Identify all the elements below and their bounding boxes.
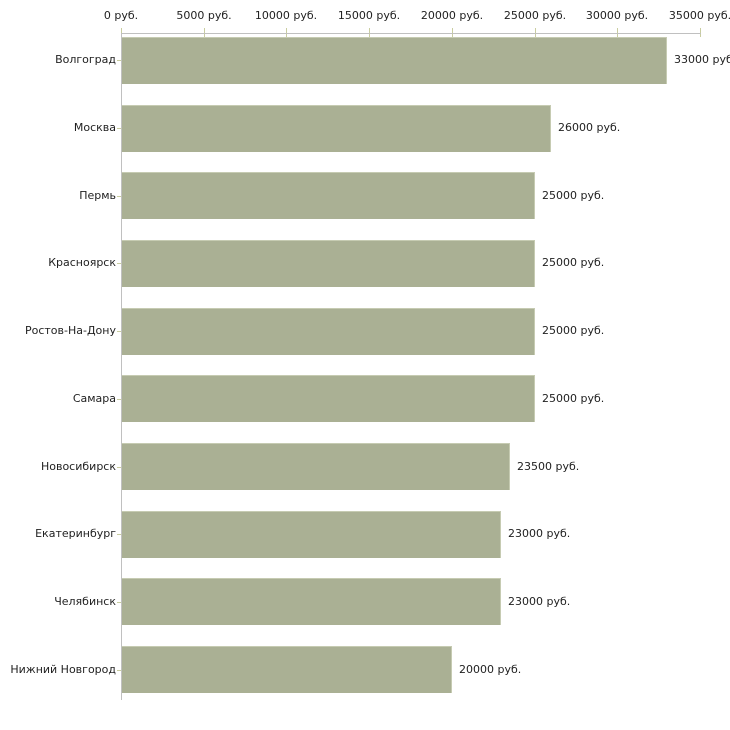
bar-value-label: 25000 руб. [542, 392, 605, 405]
x-axis-tick-mark [535, 28, 536, 37]
bar-value-label: 20000 руб. [459, 663, 522, 676]
category-label: Екатеринбург [35, 527, 116, 540]
category-tick-mark [117, 196, 121, 197]
bar [122, 240, 535, 287]
category-label: Новосибирск [40, 460, 116, 473]
category-tick-mark [117, 534, 121, 535]
category-tick-mark [117, 263, 121, 264]
category-tick-mark [117, 467, 121, 468]
bar-value-label: 23000 руб. [508, 527, 571, 540]
category-tick-mark [117, 602, 121, 603]
bar-value-label: 25000 руб. [542, 189, 605, 202]
category-label: Пермь [79, 189, 116, 202]
category-tick-mark [117, 670, 121, 671]
category-label: Москва [73, 121, 116, 134]
category-label: Челябинск [54, 595, 116, 608]
x-axis-tick-mark [286, 28, 287, 37]
x-axis-tick-label: 15000 руб. [337, 9, 401, 22]
x-axis-tick-label: 0 руб. [103, 9, 139, 22]
x-axis-tick-label: 20000 руб. [420, 9, 484, 22]
category-tick-mark [117, 128, 121, 129]
x-axis-tick-mark [204, 28, 205, 37]
x-axis-tick-mark [700, 28, 701, 37]
x-axis-tick-mark [121, 28, 122, 37]
bar [122, 578, 501, 625]
category-label: Ростов-На-Дону [24, 324, 116, 337]
category-tick-mark [117, 399, 121, 400]
x-axis-tick-mark [617, 28, 618, 37]
y-axis-line [121, 33, 122, 700]
bar-value-label: 23000 руб. [508, 595, 571, 608]
x-axis-line [121, 33, 701, 34]
x-axis-tick-label: 35000 руб. [668, 9, 730, 22]
category-tick-mark [117, 331, 121, 332]
bar-value-label: 23500 руб. [517, 460, 580, 473]
bar [122, 646, 452, 693]
bar [122, 105, 551, 152]
category-label: Нижний Новгород [10, 663, 116, 676]
bar-value-label: 25000 руб. [542, 256, 605, 269]
x-axis-tick-mark [452, 28, 453, 37]
x-axis-tick-label: 25000 руб. [503, 9, 567, 22]
bar [122, 308, 535, 355]
x-axis-tick-label: 5000 руб. [176, 9, 232, 22]
x-axis-tick-label: 10000 руб. [254, 9, 318, 22]
category-label: Волгоград [55, 53, 116, 66]
bar [122, 443, 510, 490]
category-tick-mark [117, 60, 121, 61]
bar [122, 172, 535, 219]
bar-value-label: 26000 руб. [558, 121, 621, 134]
bar [122, 511, 501, 558]
bar [122, 375, 535, 422]
bar-value-label: 25000 руб. [542, 324, 605, 337]
bar-value-label: 33000 руб. [674, 53, 730, 66]
category-label: Красноярск [48, 256, 116, 269]
x-axis-tick-label: 30000 руб. [585, 9, 649, 22]
category-label: Самара [72, 392, 116, 405]
x-axis-tick-mark [369, 28, 370, 37]
bar [122, 37, 667, 84]
